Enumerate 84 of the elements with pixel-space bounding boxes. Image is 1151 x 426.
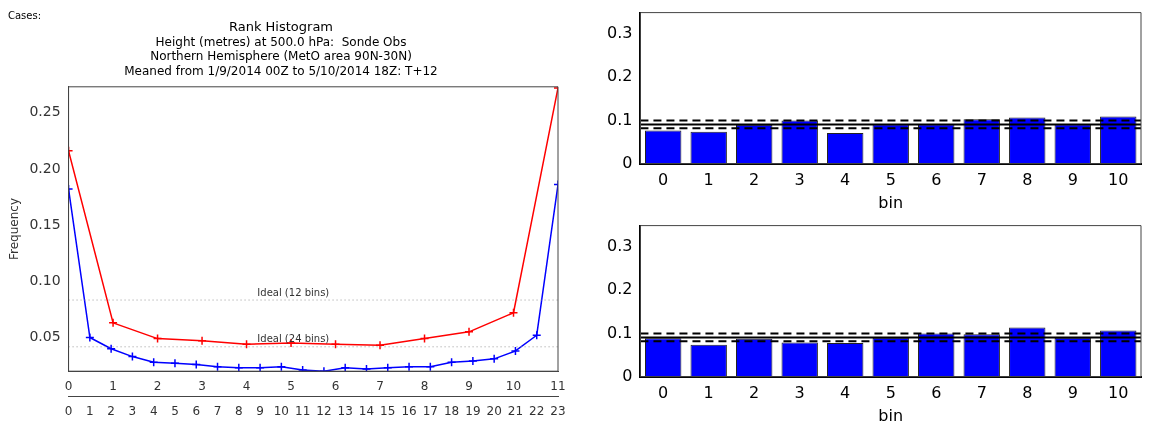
chart-subtitle: Height (metres) at 500.0 hPa: Sonde Obs Northern Hemisphere (MetO area 90N-30N) Meaned from 1/9/2014 00Z to 5/10/2014 18Z: T+12	[124, 34, 438, 78]
x-tick-label: 9	[1067, 383, 1078, 403]
x2-tick-label: 23	[550, 403, 566, 418]
x-tick-label: 10	[1108, 383, 1129, 403]
x2-tick-label: 15	[380, 403, 396, 418]
x-tick-label: 0	[658, 170, 669, 190]
y-tick-label: 0.05	[29, 328, 61, 345]
point	[375, 340, 385, 351]
x-tick-label: 7	[376, 378, 384, 393]
point	[241, 339, 252, 349]
x-tick-label: 1	[703, 383, 714, 403]
x2-tick-label: 11	[295, 403, 311, 418]
x-tick-label: 2	[153, 378, 162, 393]
x-tick-label: 3	[794, 170, 805, 190]
x2-tick-label: 21	[507, 403, 524, 418]
x2-tick-label: 18	[443, 403, 460, 418]
y-tick-label: 0.1	[606, 322, 633, 342]
x2-tick-label: 19	[465, 403, 481, 418]
x-tick-label: 8	[420, 378, 429, 393]
point	[108, 318, 118, 328]
x-tick-label: 3	[794, 383, 805, 403]
point	[330, 339, 341, 349]
x-tick-label: 11	[550, 378, 566, 393]
x-tick-label: 6	[931, 383, 942, 403]
x-tick-label: 2	[749, 383, 760, 403]
y-tick-label: 0.2	[606, 279, 633, 299]
x2-tick-label: 9	[256, 403, 264, 418]
x2-tick-label: 3	[128, 403, 137, 418]
x2-tick-label: 1	[86, 403, 94, 418]
x2-tick-label: 8	[234, 403, 243, 418]
x-tick-label: 1	[703, 170, 714, 190]
x-tick-label: 0	[64, 378, 73, 393]
x-tick-label: 9	[1067, 170, 1078, 190]
x-tick-label: 8	[1022, 383, 1033, 403]
x2-tick-label: 16	[401, 403, 417, 418]
y-tick-label: 0.3	[606, 23, 633, 43]
y-tick-label: 0	[622, 152, 633, 172]
y-tick-label: 0.20	[29, 159, 61, 176]
y-tick-label: 0.15	[29, 215, 61, 232]
x-tick-label: 5	[287, 378, 295, 393]
y-tick-label: 0.1	[606, 109, 633, 129]
x-axis-title: bin	[878, 192, 904, 212]
y-tick-label: 0.2	[606, 66, 633, 86]
ref-line-label: Ideal (12 bins)	[257, 286, 330, 298]
x2-tick-label: 17	[422, 403, 438, 418]
x-tick-label: 7	[976, 383, 987, 403]
x-tick-label: 4	[242, 378, 251, 393]
x2-tick-label: 22	[529, 403, 545, 418]
x-tick-label: 7	[976, 170, 987, 190]
x2-tick-label: 2	[107, 403, 115, 418]
x2-tick-label: 0	[64, 403, 73, 418]
x-tick-label: 6	[331, 378, 340, 393]
x-tick-label: 4	[840, 170, 851, 190]
x2-tick-label: 13	[337, 403, 353, 418]
x-axis-title: bin	[878, 405, 904, 425]
x-tick-label: 2	[749, 170, 760, 190]
chart-title: Rank Histogram	[228, 19, 334, 35]
x-tick-label: 4	[840, 383, 851, 403]
x2-tick-label: 10	[273, 403, 290, 418]
y-tick-label: 0.10	[29, 271, 61, 288]
x-tick-label: 1	[109, 378, 117, 393]
x-tick-label: 0	[658, 383, 669, 403]
x2-tick-label: 7	[213, 403, 222, 418]
x-tick-label: 10	[1108, 170, 1129, 190]
x-tick-label: 10	[505, 378, 522, 393]
x-tick-label: 3	[198, 378, 206, 393]
point	[464, 327, 474, 337]
y-axis-title: Frequency	[7, 198, 22, 260]
y-tick-label: 0.3	[606, 236, 633, 256]
x2-tick-label: 20	[486, 403, 502, 418]
x-tick-label: 8	[1022, 170, 1033, 190]
ref-line-label: Ideal (24 bins)	[257, 333, 330, 345]
x2-tick-label: 6	[192, 403, 201, 418]
x2-tick-label: 5	[171, 403, 179, 418]
x-tick-label: 9	[465, 378, 473, 393]
x-tick-label: 5	[885, 383, 896, 403]
y-tick-label: 0.25	[29, 103, 61, 120]
x-tick-label: 6	[931, 170, 942, 190]
x2-tick-label: 12	[316, 403, 332, 418]
x2-tick-label: 4	[149, 403, 158, 418]
point	[197, 336, 207, 346]
text: Cases:	[8, 9, 42, 21]
x2-tick-label: 14	[358, 403, 375, 418]
x-tick-label: 5	[885, 170, 896, 190]
